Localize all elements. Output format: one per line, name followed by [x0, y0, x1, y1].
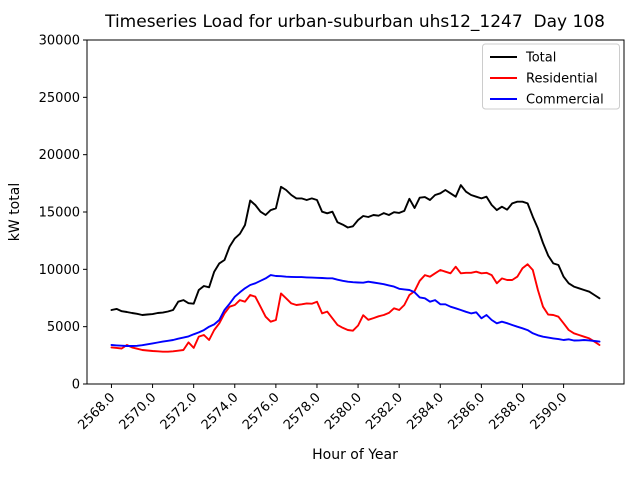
y-tick-label: 5000 — [47, 320, 80, 335]
total-line — [110, 184, 601, 316]
y-tick-label: 0 — [72, 378, 80, 393]
legend-box — [482, 43, 620, 110]
y-tick-label: 15000 — [39, 206, 80, 221]
y-tick-label: 25000 — [39, 91, 80, 106]
x-tick-label: 2590.0 — [528, 390, 571, 433]
x-tick-label: 2570.0 — [117, 390, 160, 433]
x-axis-ticks: 2568.02570.02572.02574.02576.02578.02580… — [76, 384, 571, 433]
residential-line — [110, 263, 601, 353]
x-tick-label: 2580.0 — [322, 390, 365, 433]
y-axis-ticks: 0 5000 10000 15000 20000 25000 30000 — [39, 34, 87, 393]
plot-lines — [110, 184, 601, 353]
legend-label-commercial: Commercial — [526, 93, 604, 108]
legend: Total Residential Commercial — [482, 43, 620, 110]
x-tick-label: 2576.0 — [240, 390, 283, 433]
x-tick-label: 2584.0 — [404, 390, 447, 433]
x-tick-label: 2588.0 — [487, 390, 530, 433]
x-tick-label: 2578.0 — [281, 390, 324, 433]
y-tick-label: 30000 — [39, 34, 80, 49]
x-tick-label: 2574.0 — [199, 390, 242, 433]
x-axis-label: Hour of Year — [312, 447, 398, 463]
x-tick-label: 2582.0 — [363, 390, 406, 433]
x-tick-label: 2568.0 — [76, 390, 119, 433]
y-axis-label: kW total — [7, 183, 23, 241]
y-tick-label: 20000 — [39, 148, 80, 163]
chart-title: Timeseries Load for urban-suburban uhs12… — [104, 12, 605, 32]
y-tick-label: 10000 — [39, 263, 80, 278]
legend-label-total: Total — [525, 51, 556, 66]
commercial-line — [110, 274, 601, 347]
legend-label-residential: Residential — [526, 72, 598, 87]
x-tick-label: 2586.0 — [445, 390, 488, 433]
x-tick-label: 2572.0 — [158, 390, 201, 433]
